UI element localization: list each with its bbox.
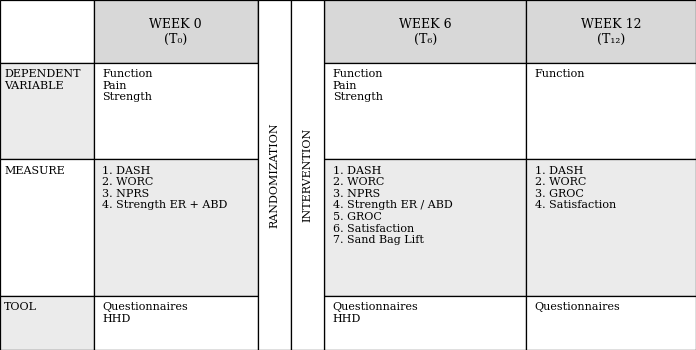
Text: Function
Pain
Strength: Function Pain Strength <box>102 69 153 103</box>
Text: RANDOMIZATION: RANDOMIZATION <box>269 122 279 228</box>
Bar <box>324 159 526 296</box>
Bar <box>0 296 94 350</box>
Bar <box>0 63 94 159</box>
Text: Function: Function <box>535 69 585 79</box>
Text: Questionnaires
HHD: Questionnaires HHD <box>102 302 188 324</box>
Bar <box>94 0 258 63</box>
Bar <box>0 0 94 63</box>
Bar <box>526 63 696 159</box>
Text: Questionnaires: Questionnaires <box>535 302 620 312</box>
Bar <box>258 0 291 63</box>
Text: INTERVENTION: INTERVENTION <box>303 128 313 222</box>
Text: Function
Pain
Strength: Function Pain Strength <box>333 69 383 103</box>
Text: WEEK 12
(T₁₂): WEEK 12 (T₁₂) <box>581 18 641 46</box>
Text: MEASURE: MEASURE <box>4 166 65 176</box>
Bar <box>94 296 258 350</box>
Text: Questionnaires
HHD: Questionnaires HHD <box>333 302 418 324</box>
Bar <box>94 63 258 159</box>
Text: 1. DASH
2. WORC
3. GROC
4. Satisfaction: 1. DASH 2. WORC 3. GROC 4. Satisfaction <box>535 166 616 210</box>
Bar <box>526 0 696 63</box>
Bar <box>258 0 291 350</box>
Bar <box>291 0 324 63</box>
Bar <box>0 159 94 296</box>
Bar <box>94 159 258 296</box>
Text: TOOL: TOOL <box>4 302 37 312</box>
Text: WEEK 6
(T₆): WEEK 6 (T₆) <box>399 18 452 46</box>
Bar <box>526 296 696 350</box>
Bar <box>526 159 696 296</box>
Bar <box>291 0 324 350</box>
Bar <box>324 63 526 159</box>
Bar <box>324 296 526 350</box>
Text: 1. DASH
2. WORC
3. NPRS
4. Strength ER + ABD: 1. DASH 2. WORC 3. NPRS 4. Strength ER +… <box>102 166 228 210</box>
Bar <box>324 0 526 63</box>
Text: WEEK 0
(T₀): WEEK 0 (T₀) <box>150 18 202 46</box>
Text: DEPENDENT
VARIABLE: DEPENDENT VARIABLE <box>4 69 81 91</box>
Text: 1. DASH
2. WORC
3. NPRS
4. Strength ER / ABD
5. GROC
6. Satisfaction
7. Sand Bag: 1. DASH 2. WORC 3. NPRS 4. Strength ER /… <box>333 166 452 245</box>
